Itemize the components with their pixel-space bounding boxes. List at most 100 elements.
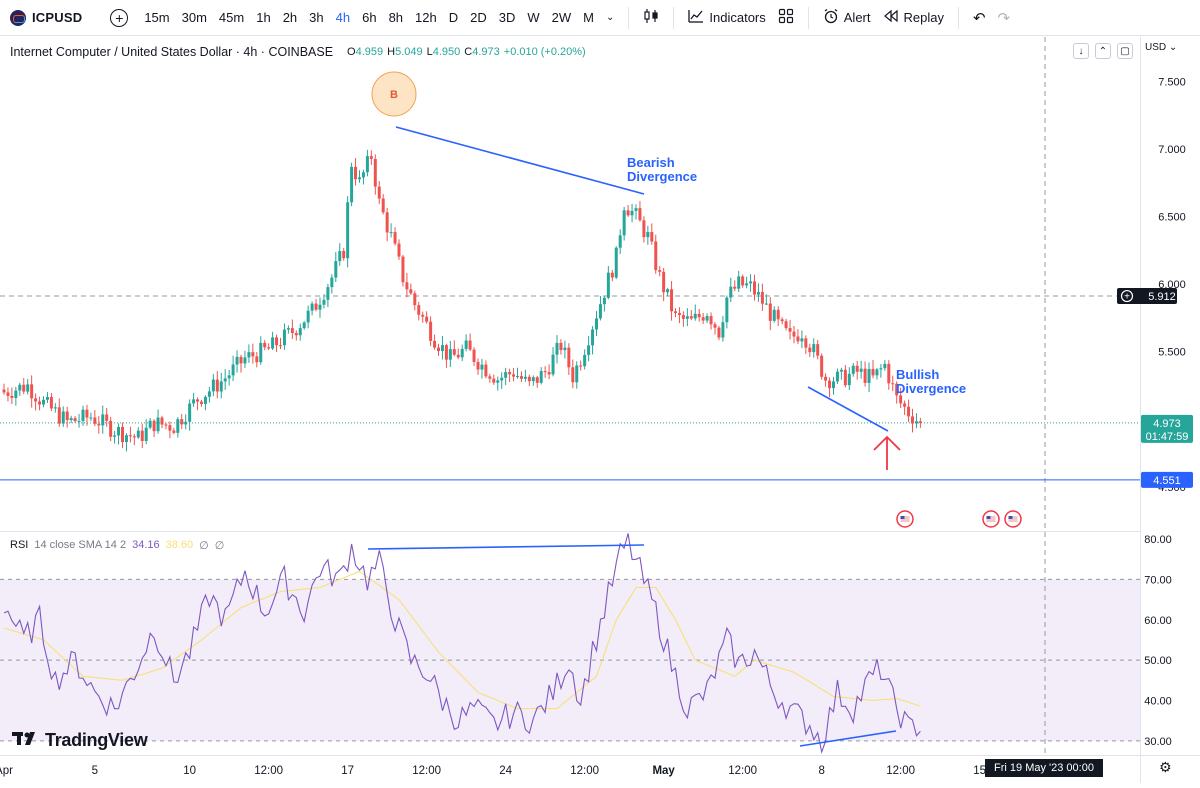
candle [812,344,816,353]
chart-area[interactable]: Bearish Divergence Bullish Divergence B 7.500… [0,37,1200,783]
candle [531,377,535,382]
candle [109,420,113,437]
candle [614,247,618,278]
bullish-trendline-price[interactable] [807,386,889,432]
interval-2d[interactable]: 2D [470,10,487,25]
candle [393,232,397,244]
candle [575,365,579,383]
rsi-sma-value: 38.60 [165,539,194,551]
candle [53,407,57,409]
interval-3h[interactable]: 3h [309,10,324,25]
gear-icon[interactable]: ⚙ [1159,759,1172,775]
bullish-trendline-rsi[interactable] [799,730,897,747]
b-marker[interactable] [371,71,417,117]
replay-button[interactable]: Replay [877,8,950,28]
candle [701,317,705,321]
layouts-grid-icon[interactable] [772,8,800,28]
candle [713,324,717,328]
candle [697,313,701,318]
interval-4h[interactable]: 4h [335,10,351,25]
candle [559,342,563,351]
candle [42,399,45,405]
symbol-search[interactable]: ICPUSD [0,0,82,36]
candle [34,398,38,402]
candle [192,399,196,404]
candle [18,384,22,391]
tradingview-logo[interactable]: TradingView [12,729,148,752]
bearish-trendline-price[interactable] [395,126,645,195]
chart-canvas[interactable]: BearishDivergenceBullishDivergenceB7.500… [0,37,1200,783]
high-key: H [387,46,396,58]
candle [891,383,895,385]
indicators-button[interactable]: Indicators [682,8,771,28]
rsi-params: 14 close SMA 14 2 [34,539,127,551]
undo-icon[interactable]: ↶ [972,9,986,27]
candle [251,352,255,357]
candle [65,411,69,420]
alert-button[interactable]: Alert [817,8,877,28]
rsi-symbol-2: ∅ [214,540,225,552]
interval-12h[interactable]: 12h [415,10,437,25]
redo-icon[interactable]: ↷ [997,9,1011,27]
bearish-trendline-rsi[interactable] [367,544,645,550]
plus-circle-icon[interactable] [1120,289,1134,303]
currency-selector[interactable]: USD ⌄ [1145,42,1178,53]
candle [508,372,512,375]
compare-plus-icon[interactable]: + [110,8,129,27]
interval-w[interactable]: W [527,10,540,25]
candle [124,435,128,443]
interval-30m[interactable]: 30m [181,10,207,25]
candle [879,368,883,370]
level-badge [1117,288,1177,305]
candle [875,369,879,376]
candle [484,364,488,377]
time-tick-label: 17 [341,765,354,777]
time-tick-label: 12:00 [570,765,599,777]
candle [583,354,587,367]
time-tick-label: 12:00 [412,765,441,777]
candle [93,417,97,424]
interval-6h[interactable]: 6h [362,10,377,25]
interval-2h[interactable]: 2h [282,10,298,25]
candle [646,232,650,238]
candle [887,363,891,384]
chevron-down-icon[interactable]: ⌄ [606,12,615,23]
interval-3d[interactable]: 3D [498,10,516,25]
candle [22,384,26,392]
interval-8h[interactable]: 8h [388,10,404,25]
interval-15m[interactable]: 15m [144,10,170,25]
last-price-badge [1141,414,1193,443]
candle [361,172,365,178]
collapse-icon[interactable]: ⌃ [1095,43,1111,59]
interval-2w[interactable]: 2W [551,10,572,25]
candle [61,411,65,424]
rsi-sma-line [3,570,921,710]
candle [591,329,595,346]
candle [81,409,85,421]
candle-style-icon[interactable] [637,8,665,28]
maximize-icon[interactable]: ▢ [1117,43,1133,59]
candle [764,303,768,305]
interval-45m[interactable]: 45m [218,10,245,25]
candle [516,376,519,378]
candle [863,368,867,383]
low-key: L [426,46,433,58]
interval-m[interactable]: M [583,10,594,25]
candle [354,166,358,180]
candle [859,368,863,372]
candle [618,235,622,248]
up-arrow-icon[interactable] [873,435,901,470]
candle [211,379,215,392]
candle [140,430,144,441]
interval-1h[interactable]: 1h [256,10,271,25]
candle [871,368,875,376]
candle [30,384,34,399]
candle [729,286,733,298]
candle [741,276,745,286]
support-badge-label: 4.551 [1153,475,1181,487]
arrow-down-icon[interactable]: ↓ [1073,43,1089,59]
candle [772,309,776,321]
candle [160,417,164,425]
rsi-value: 34.16 [132,539,160,551]
interval-d[interactable]: D [448,10,459,25]
